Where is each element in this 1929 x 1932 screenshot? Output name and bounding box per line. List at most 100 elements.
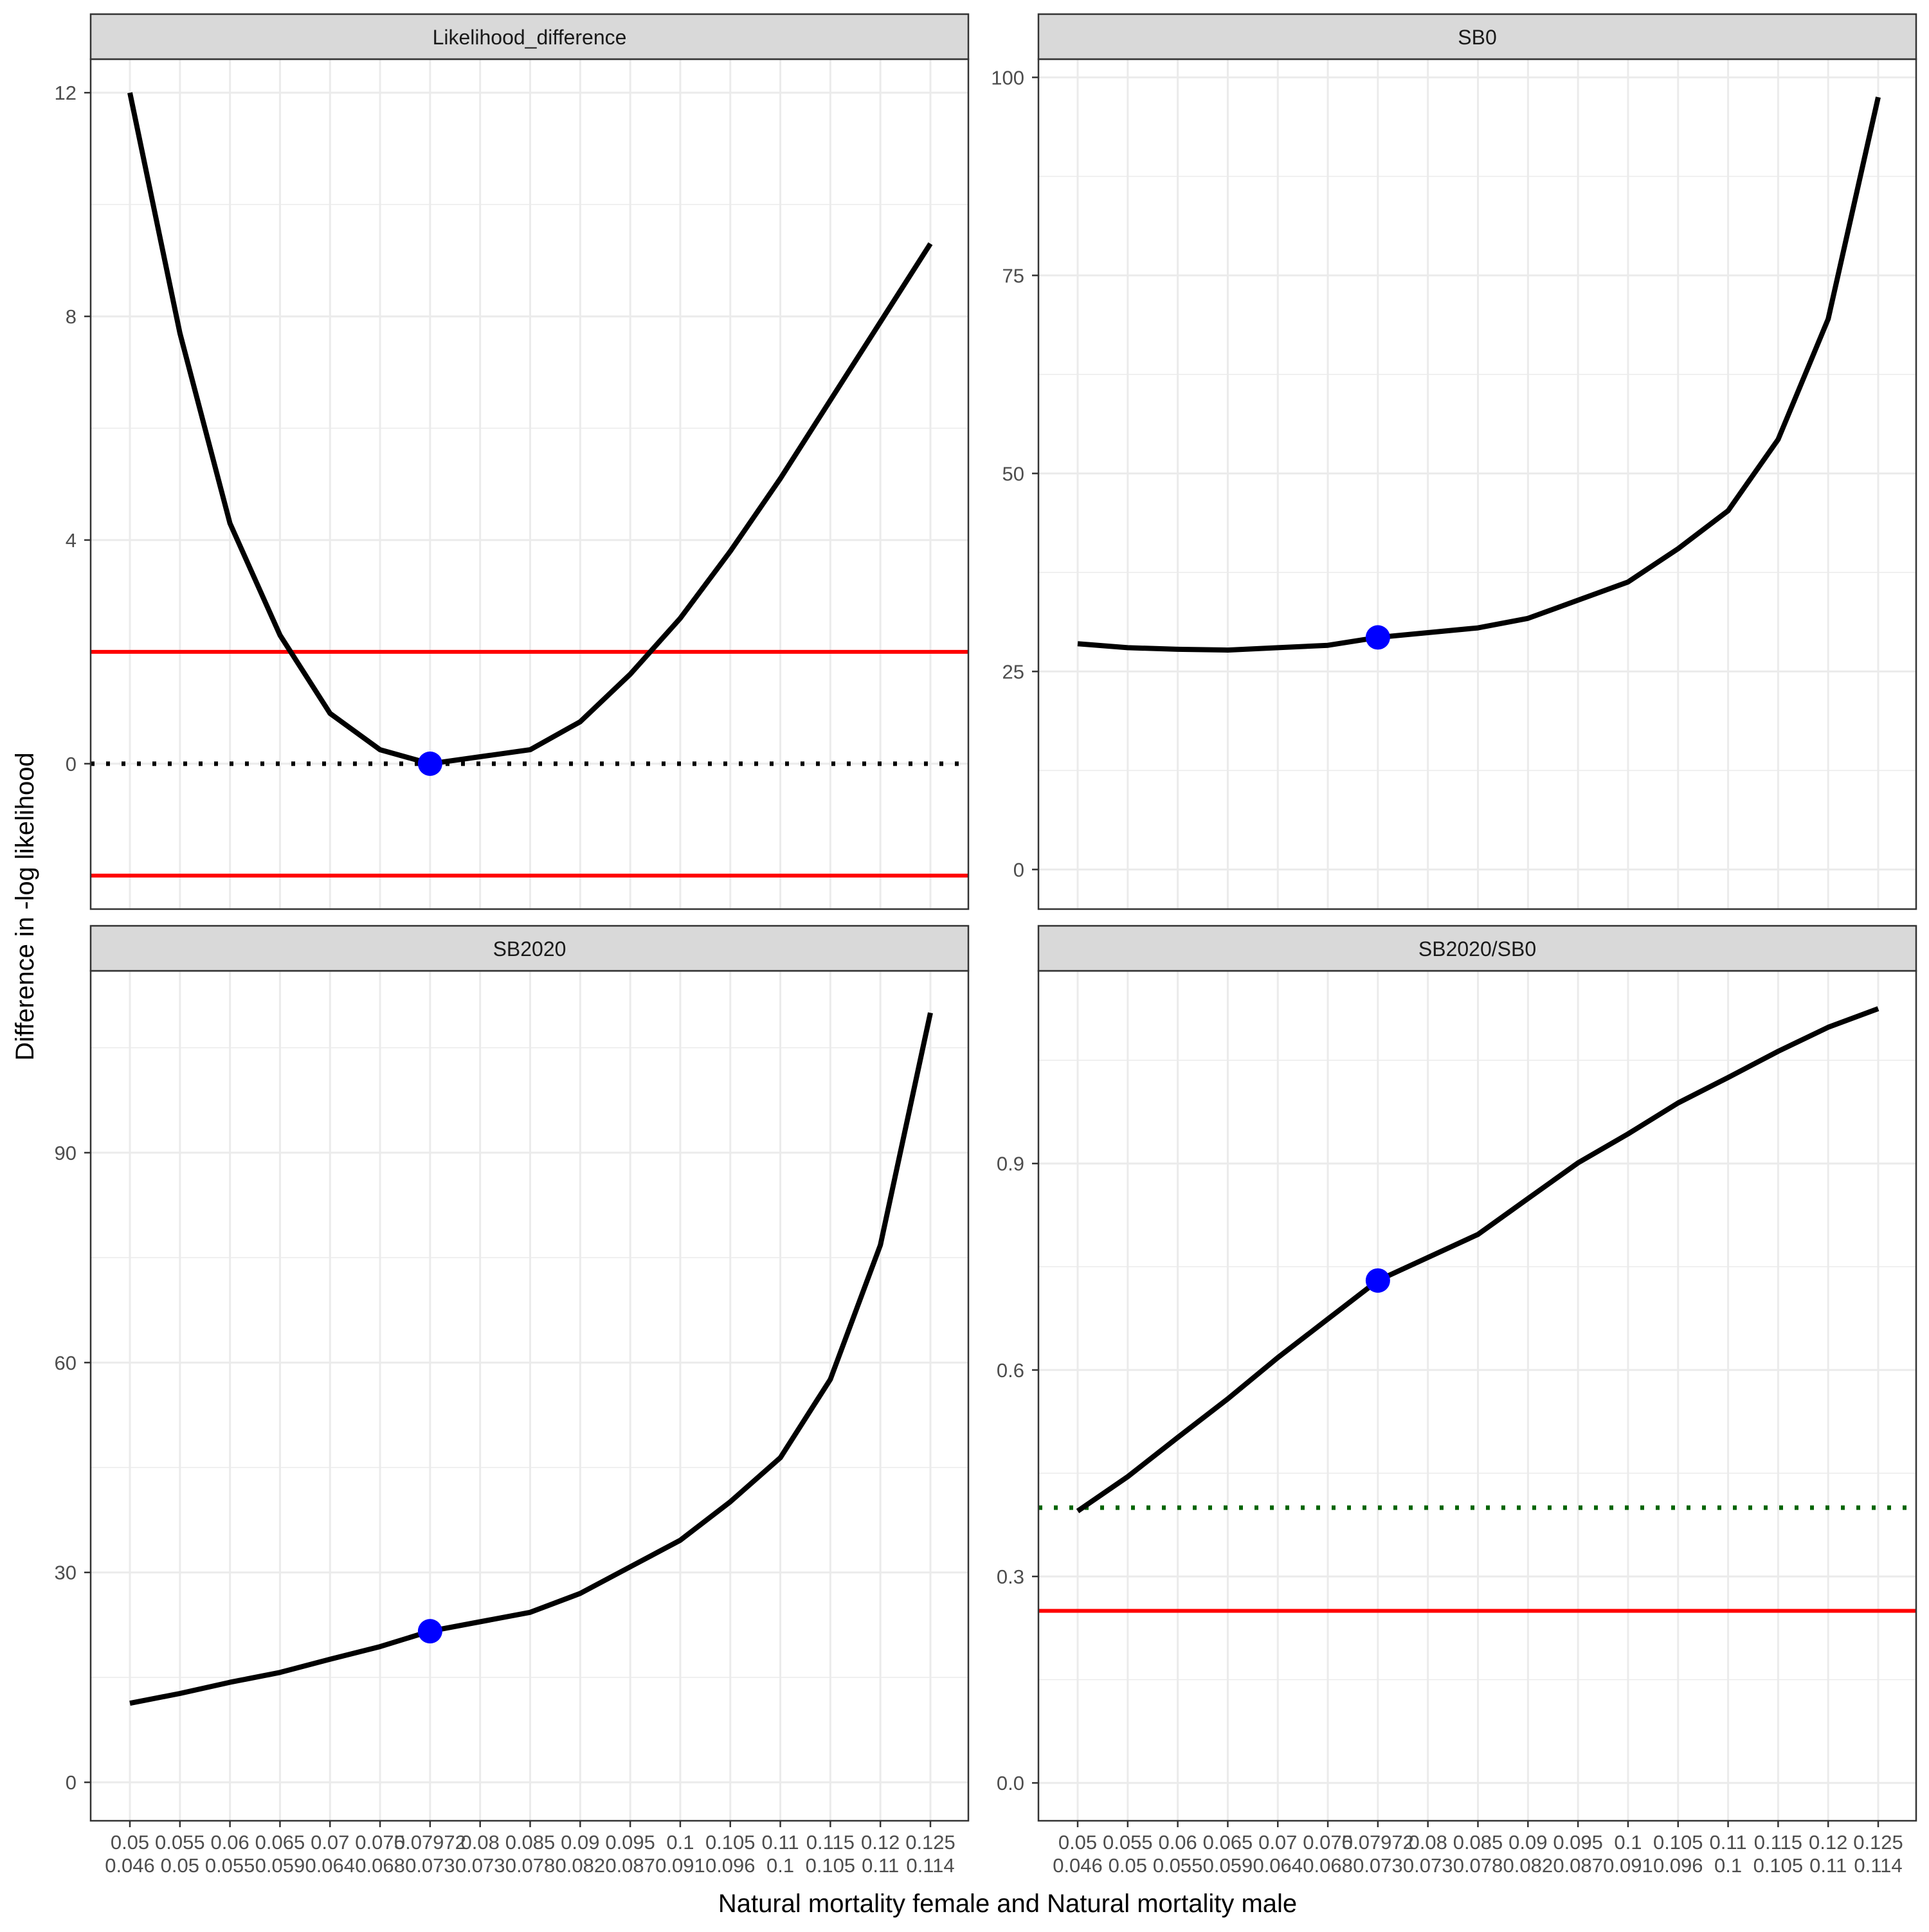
x-tick-label-male: 0.087 bbox=[1553, 1854, 1603, 1877]
x-tick-label-female: 0.095 bbox=[1553, 1831, 1603, 1854]
x-tick-label-female: 0.1 bbox=[1614, 1831, 1642, 1854]
y-tick-label: 0 bbox=[66, 753, 77, 775]
x-tick-label-female: 0.07972 bbox=[1342, 1831, 1414, 1854]
x-tick-label-male: 0.1 bbox=[766, 1854, 794, 1877]
x-tick-label-female: 0.105 bbox=[1653, 1831, 1703, 1854]
x-tick-label-female: 0.085 bbox=[1453, 1831, 1503, 1854]
x-tick-label-male: 0.096 bbox=[1653, 1854, 1703, 1877]
y-tick-label: 90 bbox=[55, 1142, 77, 1164]
x-tick-label-female: 0.115 bbox=[1754, 1831, 1802, 1854]
x-tick-label-female: 0.05 bbox=[1058, 1831, 1097, 1854]
x-tick-label-male: 0.078 bbox=[1453, 1854, 1503, 1877]
x-tick-label-female: 0.065 bbox=[1203, 1831, 1253, 1854]
x-tick-label-female: 0.055 bbox=[1103, 1831, 1153, 1854]
y-tick-label: 0.0 bbox=[997, 1772, 1024, 1794]
y-tick-label: 0.9 bbox=[997, 1153, 1024, 1175]
facet-title: SB0 bbox=[1458, 26, 1496, 49]
x-tick-label-female: 0.125 bbox=[905, 1831, 955, 1854]
x-tick-label-female: 0.11 bbox=[1710, 1831, 1747, 1854]
x-tick-label-male: 0.068 bbox=[355, 1854, 405, 1877]
x-tick-label-male: 0.1 bbox=[1714, 1854, 1742, 1877]
x-tick-label-male: 0.114 bbox=[1854, 1854, 1902, 1877]
x-tick-label-female: 0.05 bbox=[111, 1831, 149, 1854]
x-tick-label-male: 0.105 bbox=[1753, 1854, 1804, 1877]
facet-title: SB2020 bbox=[493, 937, 566, 961]
y-tick-label: 60 bbox=[55, 1351, 77, 1374]
x-tick-label-female: 0.06 bbox=[1158, 1831, 1197, 1854]
x-tick-label-male: 0.05 bbox=[1109, 1854, 1147, 1877]
x-tick-label-male: 0.05 bbox=[161, 1854, 199, 1877]
x-tick-label-male: 0.064 bbox=[305, 1854, 355, 1877]
facet-title: SB2020/SB0 bbox=[1418, 937, 1536, 961]
x-tick-label-female: 0.115 bbox=[806, 1831, 855, 1854]
panel-sb0: SB0 0 25 50 75 100 bbox=[991, 14, 1916, 909]
y-tick-label: 75 bbox=[1002, 264, 1024, 287]
x-tick-label-male: 0.091 bbox=[655, 1854, 705, 1877]
x-tick-label-male: 0.046 bbox=[1053, 1854, 1103, 1877]
y-tick-label: 0.3 bbox=[997, 1566, 1024, 1588]
x-tick-label-female: 0.07 bbox=[311, 1831, 349, 1854]
x-tick-label-male: 0.046 bbox=[105, 1854, 155, 1877]
x-tick-label-male: 0.078 bbox=[505, 1854, 556, 1877]
facet-title: Likelihood_difference bbox=[433, 26, 627, 49]
x-tick-label-male: 0.082 bbox=[1503, 1854, 1553, 1877]
x-tick-label-male: 0.055 bbox=[205, 1854, 255, 1877]
x-tick-label-male: 0.082 bbox=[556, 1854, 606, 1877]
x-tick-label-male: 0.11 bbox=[1809, 1854, 1847, 1877]
y-tick-label: 0.6 bbox=[997, 1359, 1024, 1382]
x-tick-label-female: 0.08 bbox=[1409, 1831, 1447, 1854]
x-tick-label-female: 0.09 bbox=[561, 1831, 599, 1854]
y-tick-label: 100 bbox=[991, 66, 1024, 89]
x-tick-label-female: 0.105 bbox=[705, 1831, 756, 1854]
mle-point bbox=[1366, 1268, 1390, 1293]
x-tick-label-male: 0.055 bbox=[1153, 1854, 1203, 1877]
y-tick-label: 12 bbox=[55, 82, 77, 104]
x-tick-label-male: 0.073 bbox=[405, 1854, 455, 1877]
x-tick-label-male: 0.096 bbox=[705, 1854, 756, 1877]
x-tick-label-male: 0.059 bbox=[255, 1854, 305, 1877]
x-tick-label-female: 0.085 bbox=[505, 1831, 556, 1854]
y-tick-label: 30 bbox=[55, 1562, 77, 1584]
y-tick-label: 0 bbox=[66, 1771, 77, 1794]
x-tick-label-female: 0.06 bbox=[210, 1831, 249, 1854]
x-tick-label-male: 0.073 bbox=[1403, 1854, 1453, 1877]
panel-sb2020: SB202003060900.050.0460.0550.050.060.055… bbox=[55, 926, 968, 1877]
mle-point bbox=[1366, 625, 1390, 649]
x-tick-label-female: 0.055 bbox=[155, 1831, 205, 1854]
panel-ratio: SB2020/SB00.00.30.60.90.050.0460.0550.05… bbox=[997, 926, 1916, 1877]
x-tick-label-male: 0.073 bbox=[455, 1854, 505, 1877]
x-tick-label-female: 0.08 bbox=[461, 1831, 500, 1854]
y-tick-label: 0 bbox=[1013, 858, 1024, 881]
x-tick-label-female: 0.125 bbox=[1853, 1831, 1903, 1854]
x-tick-label-male: 0.11 bbox=[862, 1854, 899, 1877]
y-tick-label: 8 bbox=[66, 305, 77, 328]
x-tick-label-female: 0.07 bbox=[1258, 1831, 1297, 1854]
panel-likelihood: Likelihood_difference 0 4 8 12 bbox=[55, 14, 968, 909]
x-tick-label-male: 0.059 bbox=[1203, 1854, 1253, 1877]
x-tick-label-female: 0.12 bbox=[861, 1831, 900, 1854]
x-tick-label-male: 0.068 bbox=[1303, 1854, 1353, 1877]
x-tick-label-female: 0.07972 bbox=[394, 1831, 466, 1854]
y-tick-label: 50 bbox=[1002, 462, 1024, 485]
x-tick-label-male: 0.114 bbox=[906, 1854, 954, 1877]
x-tick-label-male: 0.091 bbox=[1603, 1854, 1653, 1877]
x-axis-title: Natural mortality female and Natural mor… bbox=[718, 1890, 1297, 1918]
x-tick-label-male: 0.087 bbox=[605, 1854, 655, 1877]
x-tick-label-male: 0.064 bbox=[1253, 1854, 1303, 1877]
x-tick-label-female: 0.1 bbox=[666, 1831, 694, 1854]
panels-layer: Likelihood_difference04812SB00255075100S… bbox=[55, 14, 1916, 1877]
y-axis-title: Difference in -log likelihood bbox=[11, 752, 39, 1061]
x-tick-label-female: 0.065 bbox=[255, 1831, 305, 1854]
mle-point bbox=[418, 1619, 442, 1643]
x-tick-label-female: 0.095 bbox=[605, 1831, 655, 1854]
x-tick-label-female: 0.11 bbox=[762, 1831, 799, 1854]
mle-point bbox=[418, 752, 442, 776]
y-tick-label: 4 bbox=[66, 529, 77, 552]
y-tick-label: 25 bbox=[1002, 660, 1024, 683]
x-tick-label-female: 0.09 bbox=[1508, 1831, 1547, 1854]
x-tick-label-male: 0.073 bbox=[1353, 1854, 1403, 1877]
x-tick-label-female: 0.12 bbox=[1809, 1831, 1847, 1854]
x-tick-label-male: 0.105 bbox=[806, 1854, 856, 1877]
